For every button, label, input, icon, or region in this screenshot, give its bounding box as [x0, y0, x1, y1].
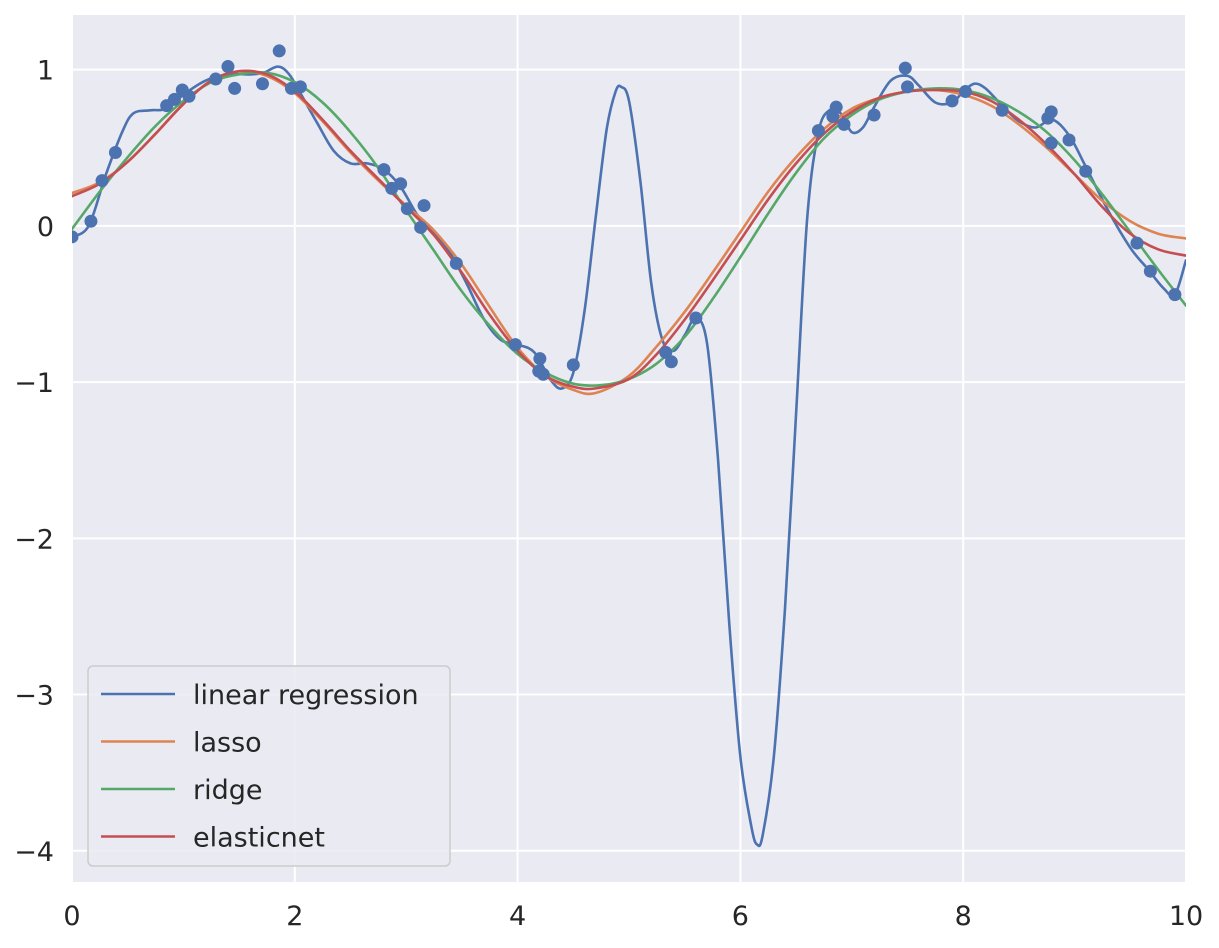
scatter-point [1044, 136, 1058, 150]
scatter-point [84, 214, 98, 228]
scatter-point [995, 103, 1009, 117]
legend-label: linear regression [193, 680, 419, 711]
scatter-point [837, 117, 851, 131]
scatter-point [108, 145, 122, 159]
y-tick-label: −4 [14, 837, 54, 868]
scatter-point [209, 72, 223, 86]
scatter-point [377, 163, 391, 177]
scatter-point [901, 80, 914, 94]
scatter-point [293, 80, 307, 94]
scatter-point [1143, 264, 1157, 278]
x-axis-ticks: 0 2 4 6 8 10 [63, 901, 1203, 932]
x-tick-label: 10 [1169, 901, 1203, 932]
scatter-point [1130, 236, 1144, 250]
scatter-point [898, 61, 912, 75]
scatter-point [449, 256, 463, 270]
scatter-point [536, 367, 550, 381]
y-tick-label: 1 [37, 56, 54, 87]
scatter-point [659, 345, 673, 359]
scatter-point [811, 124, 825, 138]
x-tick-label: 0 [63, 901, 80, 932]
scatter-point [414, 220, 428, 234]
scatter-point [417, 199, 431, 213]
scatter-point [958, 85, 972, 99]
scatter-point [167, 92, 181, 106]
scatter-point [400, 202, 414, 216]
scatter-point [1044, 105, 1058, 119]
y-tick-label: −1 [14, 368, 54, 399]
legend-label: elasticnet [193, 823, 325, 854]
scatter-point [689, 311, 703, 325]
scatter-point [182, 89, 196, 103]
x-tick-label: 4 [509, 901, 526, 932]
scatter-point [95, 174, 109, 188]
y-axis-ticks: 1 0 −1 −2 −3 −4 [14, 56, 54, 868]
scatter-point [394, 177, 408, 191]
scatter-point [829, 100, 843, 114]
scatter-point [945, 94, 959, 108]
scatter-point [272, 44, 286, 58]
scatter-point [508, 338, 522, 352]
grid-lines [71, 15, 1187, 882]
scatter-point [867, 108, 881, 122]
x-tick-label: 8 [955, 901, 972, 932]
x-tick-label: 6 [732, 901, 749, 932]
scatter-point [221, 60, 235, 74]
scatter-point [1079, 164, 1093, 178]
scatter-point [228, 81, 242, 95]
legend-label: ridge [193, 775, 263, 806]
y-tick-label: −3 [14, 681, 54, 712]
scatter-point [566, 358, 580, 372]
y-tick-label: −2 [14, 524, 54, 555]
scatter-points [65, 44, 1182, 381]
scatter-point [664, 355, 678, 369]
y-tick-label: 0 [37, 212, 54, 243]
scatter-point [255, 77, 269, 91]
scatter-point [1168, 288, 1182, 302]
scatter-point [533, 352, 547, 366]
x-tick-label: 2 [286, 901, 303, 932]
legend-box [87, 665, 451, 867]
legend: linear regression lasso ridge elasticnet [87, 665, 451, 867]
scatter-point [1062, 133, 1076, 147]
legend-label: lasso [193, 728, 262, 759]
